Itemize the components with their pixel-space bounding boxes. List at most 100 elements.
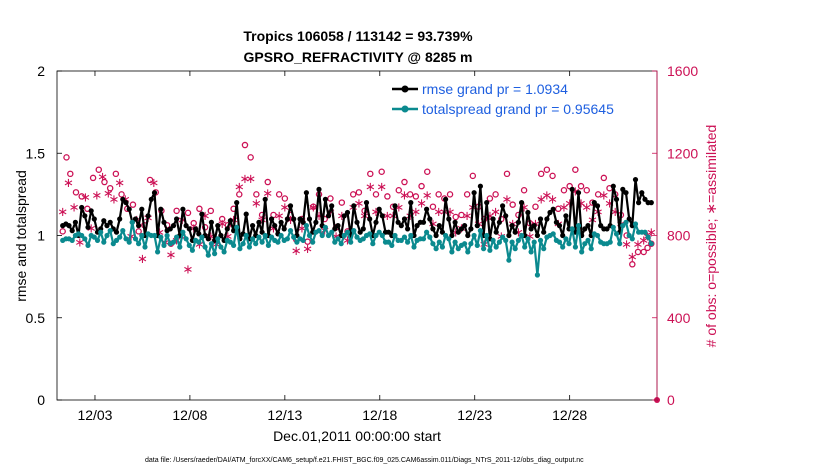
y-tick-label: 0	[37, 392, 45, 408]
obs-possible-marker	[458, 211, 465, 219]
obs-possible-marker	[412, 193, 420, 200]
obs-possible-marker	[543, 166, 551, 173]
obs-possible-marker	[355, 189, 363, 196]
rmse-point	[433, 232, 439, 239]
data-file-footnote: data file: /Users/raeder/DAI/ATM_forcXX/…	[145, 457, 584, 464]
rmse-point	[262, 196, 268, 202]
obs-possible-marker	[401, 178, 408, 186]
y-ticks: 0 0.5 1 1.5 2	[26, 63, 62, 408]
rmse-point	[325, 213, 332, 219]
rmse-point	[430, 226, 436, 232]
obs-possible-marker	[173, 207, 180, 215]
totalspread-point	[319, 232, 325, 239]
obs-assimilated-marker: ∗	[137, 252, 148, 267]
totalspread-point	[234, 224, 240, 230]
obs-possible-marker	[372, 191, 380, 198]
obs-possible-marker	[395, 187, 403, 194]
obs-possible-marker	[629, 261, 636, 268]
rmse-point	[604, 226, 610, 232]
totalspread-point	[648, 241, 654, 247]
y2-tick-label: 1200	[667, 145, 698, 161]
obs-assimilated-marker: ∗	[393, 201, 404, 216]
obs-assimilated-marker: ∗	[490, 205, 501, 220]
rmse-point	[519, 200, 525, 206]
totalspread-point	[158, 234, 164, 240]
obs-assimilated-marker: ∗	[621, 238, 632, 253]
rmse-point	[139, 206, 145, 212]
totalspread-point	[556, 239, 563, 245]
rmse-point	[117, 216, 123, 222]
totalspread-point	[161, 242, 167, 248]
rmse-point	[528, 226, 534, 232]
rmse-point	[547, 209, 553, 216]
rmse-point	[639, 190, 645, 196]
y-tick-label: 1.5	[26, 145, 46, 161]
obs-assimilated-marker: ∗	[120, 192, 131, 207]
obs-assimilated-marker: ∗	[183, 262, 194, 277]
obs-assimilated-marker: ∗	[200, 209, 211, 224]
totalspread-point	[408, 232, 414, 239]
totalspread-point	[642, 229, 648, 235]
obs-possible-marker	[338, 199, 346, 206]
totalspread-point	[316, 228, 322, 234]
totalspread-point	[139, 232, 145, 239]
rmse-point	[287, 203, 294, 209]
totalspread-point	[534, 272, 541, 278]
obs-assimilated-marker: ∗	[314, 209, 325, 224]
totalspread-point	[477, 228, 483, 234]
rmse-point	[405, 226, 411, 232]
totalspread-point	[256, 234, 262, 240]
rmse-point	[227, 218, 233, 224]
totalspread-point	[262, 232, 268, 239]
totalspread-point	[427, 234, 433, 240]
totalspread-point	[522, 244, 528, 250]
obs-assimilated-marker: ∗	[228, 213, 239, 228]
totalspread-point	[250, 236, 256, 242]
rmse-point	[72, 219, 78, 225]
obs-assimilated-marker: ∗	[513, 225, 524, 240]
rmse-point	[515, 219, 522, 225]
totalspread-point	[117, 234, 123, 240]
rmse-point	[145, 213, 151, 219]
y2-ticks: 0 400 800 1200 1600	[652, 63, 698, 408]
totalspread-point	[354, 234, 360, 240]
totalspread-point	[468, 241, 474, 247]
obs-assimilated-marker: ∗	[222, 230, 233, 245]
obs-possible-marker	[101, 178, 108, 186]
totalspread-point	[196, 239, 202, 245]
totalspread-point	[401, 234, 408, 240]
totalspread-point	[594, 232, 601, 239]
rmse-point	[376, 206, 382, 212]
totalspread-point	[566, 241, 572, 247]
totalspread-point	[123, 236, 129, 242]
rmse-point	[636, 200, 642, 206]
obs-assimilated-marker: ∗	[240, 172, 251, 187]
totalspread-point	[294, 239, 300, 245]
obs-possible-marker	[247, 154, 254, 161]
totalspread-point	[107, 228, 113, 234]
totalspread-point	[632, 221, 639, 227]
rmse-point	[284, 216, 290, 222]
obs-possible-marker	[349, 191, 357, 198]
obs-possible-marker	[384, 193, 391, 200]
totalspread-point	[623, 219, 629, 225]
obs-possible-marker	[281, 195, 289, 202]
obs-assimilated-marker: ∗	[154, 225, 165, 240]
obs-possible-marker	[537, 170, 545, 178]
obs-possible-marker	[310, 203, 317, 210]
totalspread-point	[474, 242, 480, 248]
rmse-point	[104, 223, 110, 229]
legend-rmse-label: rmse grand pr = 1.0934	[422, 81, 568, 97]
obs-assimilated-marker: ∗	[308, 201, 319, 216]
obs-assimilated-marker: ∗	[109, 192, 120, 207]
x-tick-label: 12/13	[267, 407, 302, 423]
rmse-point	[297, 216, 303, 222]
rmse-point	[623, 190, 629, 196]
totalspread-point	[189, 247, 195, 253]
obs-assimilated-marker: ∗	[274, 209, 285, 224]
obs-assimilated-marker: ∗	[63, 176, 74, 191]
totalspread-point	[164, 232, 170, 239]
totalspread-point	[455, 246, 461, 252]
totalspread-point	[484, 232, 490, 239]
totalspread-point	[79, 232, 85, 239]
